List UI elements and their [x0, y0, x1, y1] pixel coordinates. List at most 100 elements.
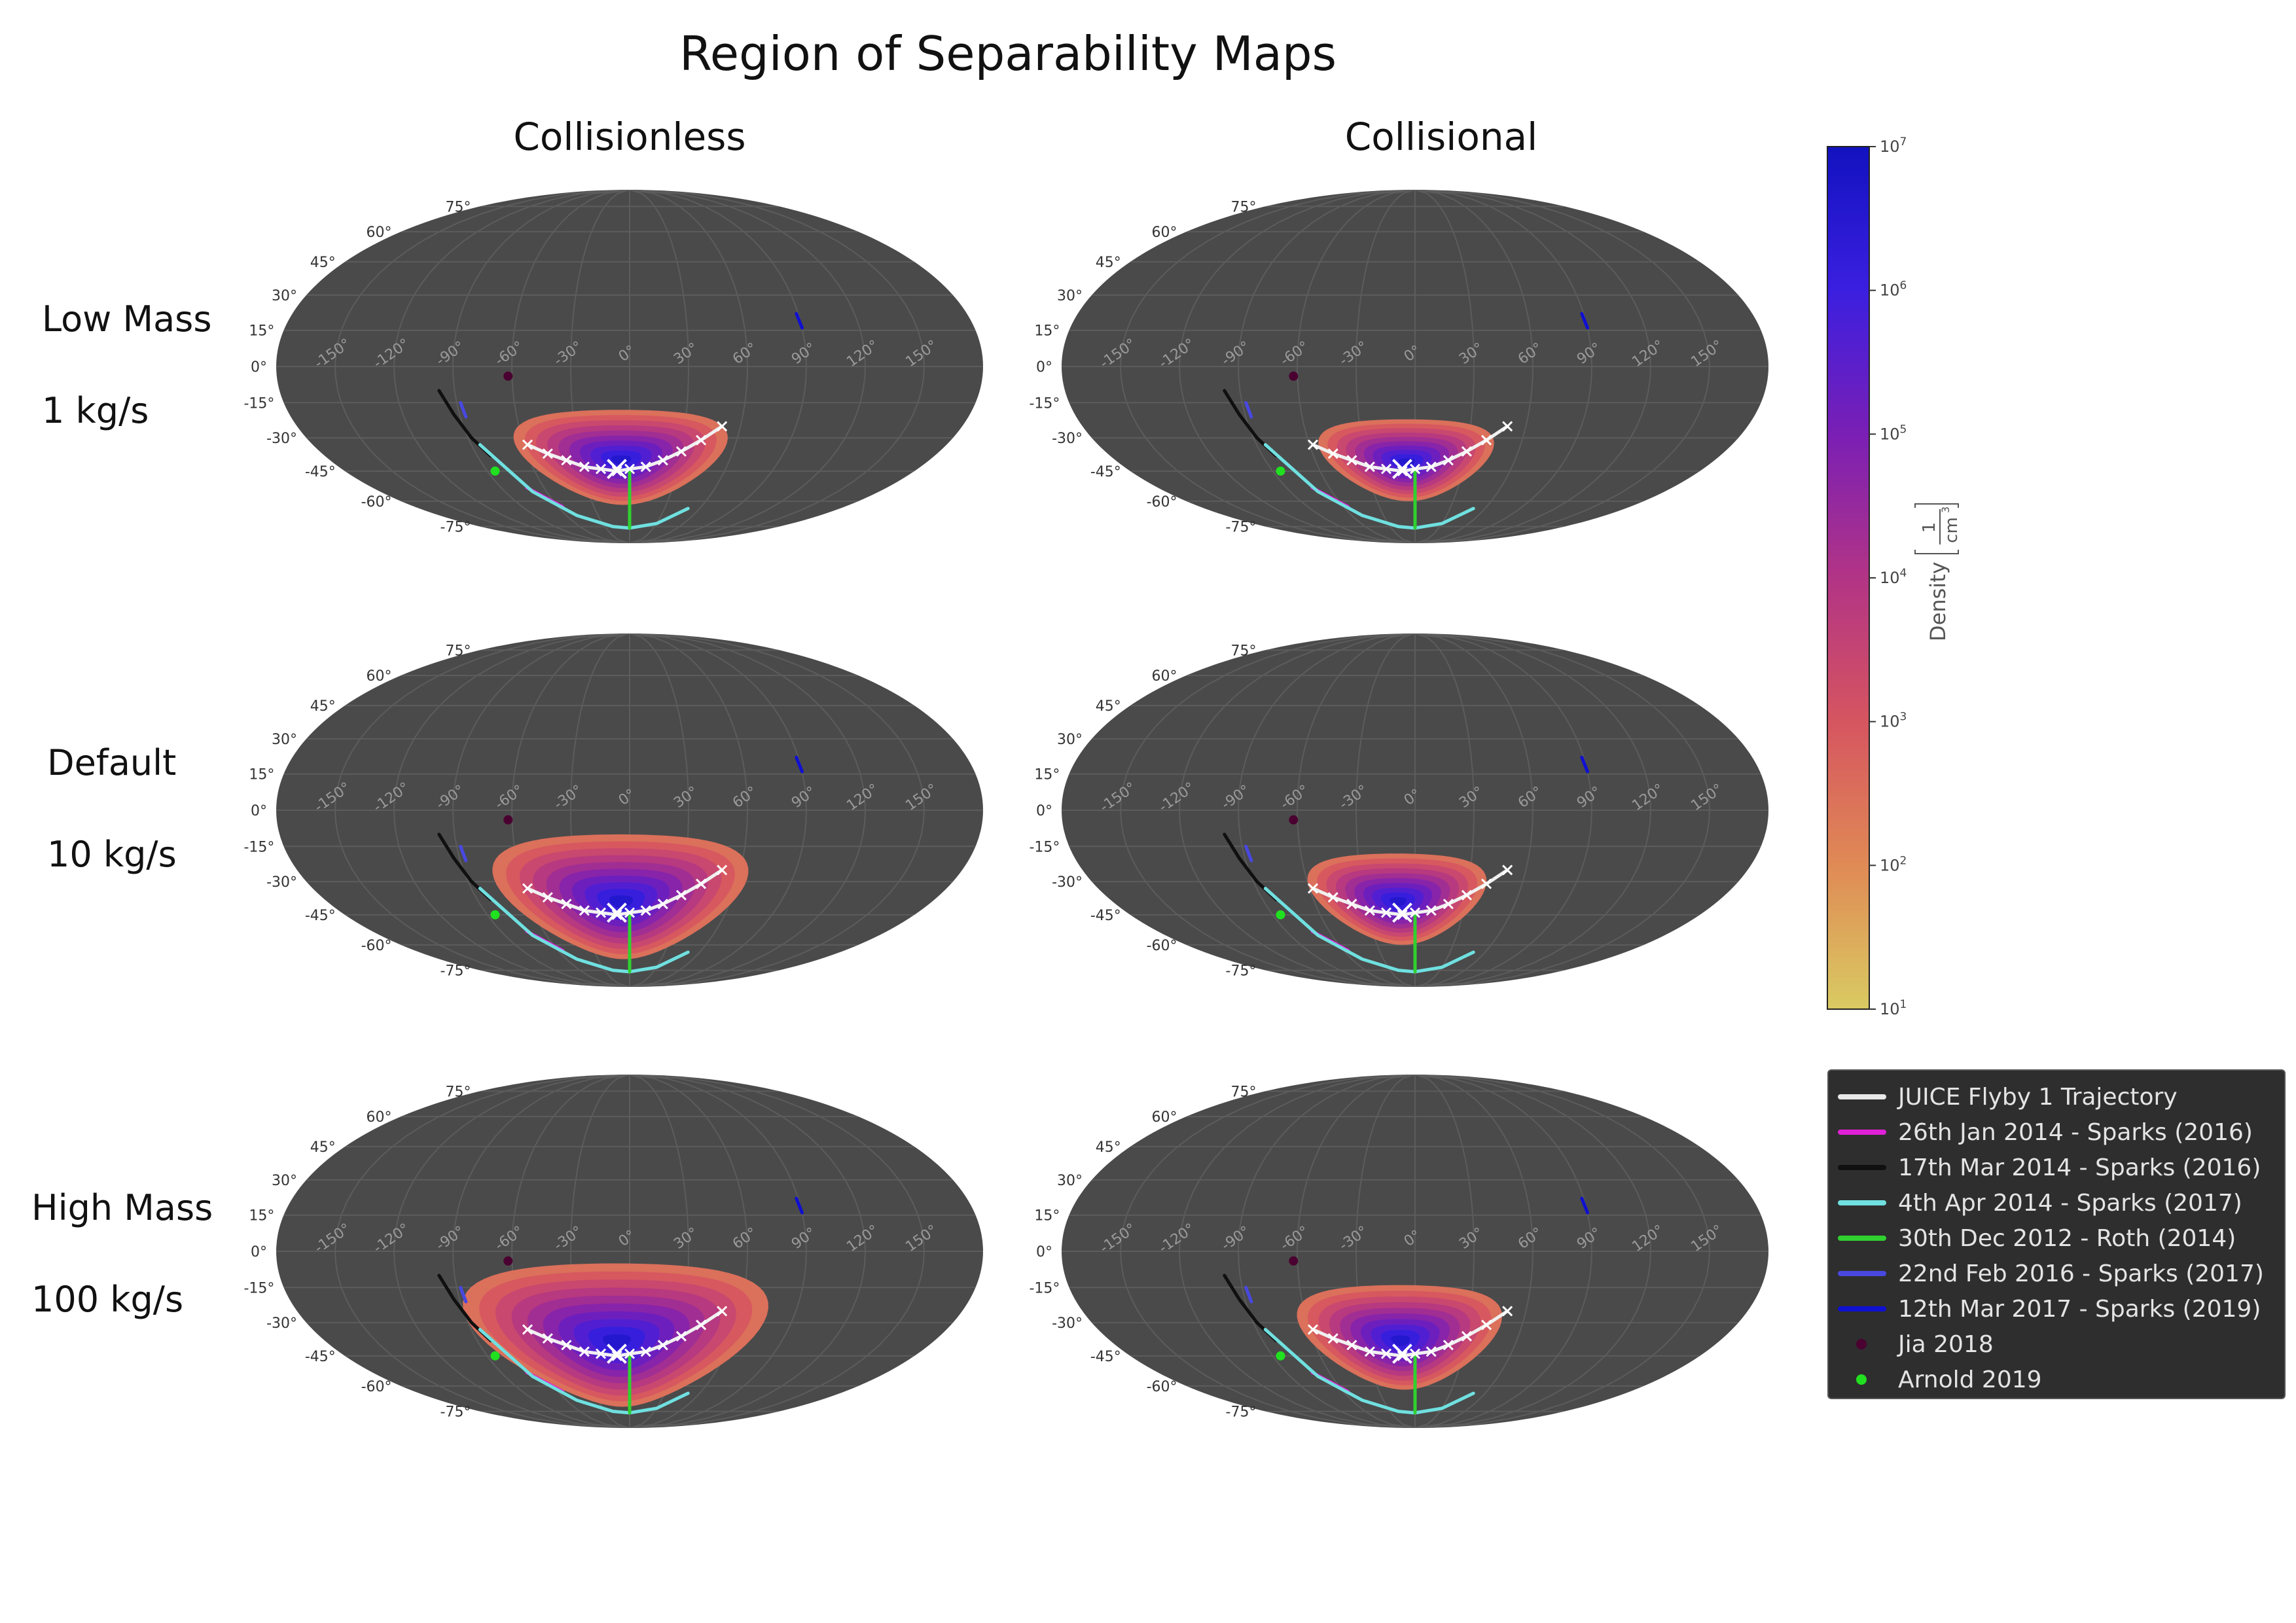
closest-approach-marker — [607, 902, 627, 923]
juice-trajectory-marker — [675, 889, 687, 901]
graticule-meridian — [629, 1075, 925, 1428]
colorbar-tick-label: 106 — [1880, 279, 1907, 300]
lat-tick-label: 45° — [310, 698, 336, 715]
lat-tick-label: 75° — [445, 643, 471, 659]
lat-tick-label: 45° — [1096, 1139, 1121, 1156]
juice-trajectory-marker — [624, 1348, 636, 1359]
lat-tick-label: 75° — [1230, 199, 1256, 215]
map-panel: 75°60°45°30°15°0°-15°-30°-45°-60°-75°-15… — [1029, 1075, 1768, 1428]
graticule-meridian — [1237, 190, 1416, 543]
lat-tick-label: -45° — [305, 908, 336, 924]
juice-trajectory-marker — [1364, 461, 1375, 473]
observation-point — [490, 1351, 500, 1361]
juice-trajectory-marker — [595, 1348, 607, 1359]
observation-line — [1580, 1196, 1589, 1215]
lat-tick-label: -60° — [361, 938, 392, 954]
colorbar-label-text: Density — [1926, 562, 1950, 641]
juice-trajectory-marker — [1443, 899, 1454, 910]
legend-entry-17mar2014: 17th Mar 2014 - Sparks (2016) — [1829, 1150, 2284, 1185]
lat-tick-label: 15° — [1034, 323, 1060, 340]
graticule-meridian — [1414, 633, 1593, 987]
colorbar-tick-label: 105 — [1880, 423, 1907, 443]
juice-trajectory-marker — [657, 899, 668, 910]
legend-swatch-juice — [1838, 1094, 1886, 1099]
legend-entry-12mar2017: 12th Mar 2017 - Sparks (2019) — [1829, 1292, 2284, 1326]
graticule-meridian — [1414, 190, 1475, 543]
juice-trajectory-marker — [696, 1319, 707, 1330]
graticule-meridian — [1178, 190, 1416, 543]
row-label-default: Default — [47, 742, 177, 783]
legend-swatch-26jan2014 — [1838, 1130, 1886, 1135]
juice-trajectory-marker — [624, 463, 636, 474]
graticule-meridian — [629, 633, 925, 987]
graticule-meridian — [334, 1075, 630, 1428]
juice-trajectory-marker — [1364, 905, 1375, 916]
graticule-meridian — [629, 190, 808, 543]
graticule-meridian — [1414, 633, 1534, 987]
legend-marker-arnold2019 — [1856, 1374, 1867, 1385]
graticule-meridian — [452, 1075, 630, 1428]
legend-entry-26jan2014: 26th Jan 2014 - Sparks (2016) — [1829, 1115, 2284, 1149]
density-region — [513, 410, 728, 505]
observation-line — [478, 887, 690, 974]
observation-line — [478, 443, 690, 530]
juice-trajectory-marker — [1397, 1350, 1408, 1361]
juice-trajectory-marker — [611, 1350, 622, 1361]
juice-trajectory-marker — [542, 892, 553, 903]
observation-line — [1580, 312, 1589, 330]
lat-tick-label: -30° — [266, 431, 297, 447]
lat-tick-label: 75° — [445, 199, 471, 215]
row-label-low-mass: Low Mass — [42, 298, 212, 340]
graticule-meridian — [1414, 190, 1711, 543]
colorbar-tick-exponent: 4 — [1900, 567, 1907, 580]
graticule-meridian — [629, 190, 867, 543]
observation-line — [795, 1196, 804, 1215]
observation-point — [503, 815, 513, 825]
juice-trajectory-marker — [1346, 455, 1357, 466]
graticule-meridian — [1119, 1075, 1416, 1428]
lat-tick-label: 15° — [249, 323, 274, 340]
juice-trajectory-marker — [1426, 461, 1437, 473]
observation-line — [478, 1328, 690, 1415]
juice-trajectory-marker — [561, 899, 572, 910]
map-panel: 75°60°45°30°15°0°-15°-30°-45°-60°-75°-15… — [243, 1075, 983, 1428]
juice-trajectory-marker — [717, 1306, 728, 1317]
lat-tick-label: -30° — [1052, 1315, 1083, 1332]
lat-tick-label: -15° — [1029, 839, 1060, 855]
column-title-collisional: Collisional — [1344, 115, 1538, 159]
legend-swatch-4apr2014 — [1838, 1200, 1886, 1205]
lat-tick-label: -75° — [440, 963, 471, 980]
lat-tick-label: 45° — [310, 255, 336, 271]
colorbar-tick-base: 10 — [1880, 425, 1900, 443]
lat-tick-label: -45° — [305, 464, 336, 480]
colorbar-unit-bracket-left — [1914, 550, 1959, 554]
juice-trajectory-marker — [1481, 878, 1492, 889]
lat-tick-label: -60° — [361, 1379, 392, 1395]
lat-tick-label: -75° — [1226, 1404, 1257, 1421]
juice-trajectory-marker — [1461, 446, 1472, 457]
lat-tick-label: 30° — [272, 732, 297, 748]
lat-tick-label: 30° — [272, 288, 297, 304]
juice-trajectory-marker — [1397, 465, 1408, 476]
lat-tick-label: 60° — [1152, 224, 1177, 241]
lat-tick-label: -15° — [243, 1280, 274, 1296]
density-region — [1307, 853, 1487, 945]
juice-trajectory-marker — [561, 455, 572, 466]
legend-entry-arnold2019: Arnold 2019 — [1829, 1363, 2284, 1397]
graticule-meridian — [1414, 1075, 1534, 1428]
graticule-meridian — [1355, 190, 1416, 543]
observation-point — [503, 371, 513, 381]
colorbar-tick-exponent: 2 — [1900, 854, 1907, 867]
graticule-meridian — [393, 1075, 630, 1428]
graticule — [1062, 633, 1768, 987]
observation-line — [795, 755, 804, 774]
colorbar-unit-bracket-right — [1914, 503, 1959, 508]
juice-trajectory-marker — [561, 1340, 572, 1351]
legend-entry-22feb2016: 22nd Feb 2016 - Sparks (2017) — [1829, 1257, 2284, 1291]
legend-label-jia2018: Jia 2018 — [1898, 1330, 1994, 1358]
lat-tick-label: 0° — [1036, 359, 1052, 376]
lat-tick-label: 60° — [367, 224, 392, 241]
lat-tick-label: -45° — [1090, 464, 1121, 480]
row-label-high-mass-rate: 100 kg/s — [31, 1279, 184, 1320]
